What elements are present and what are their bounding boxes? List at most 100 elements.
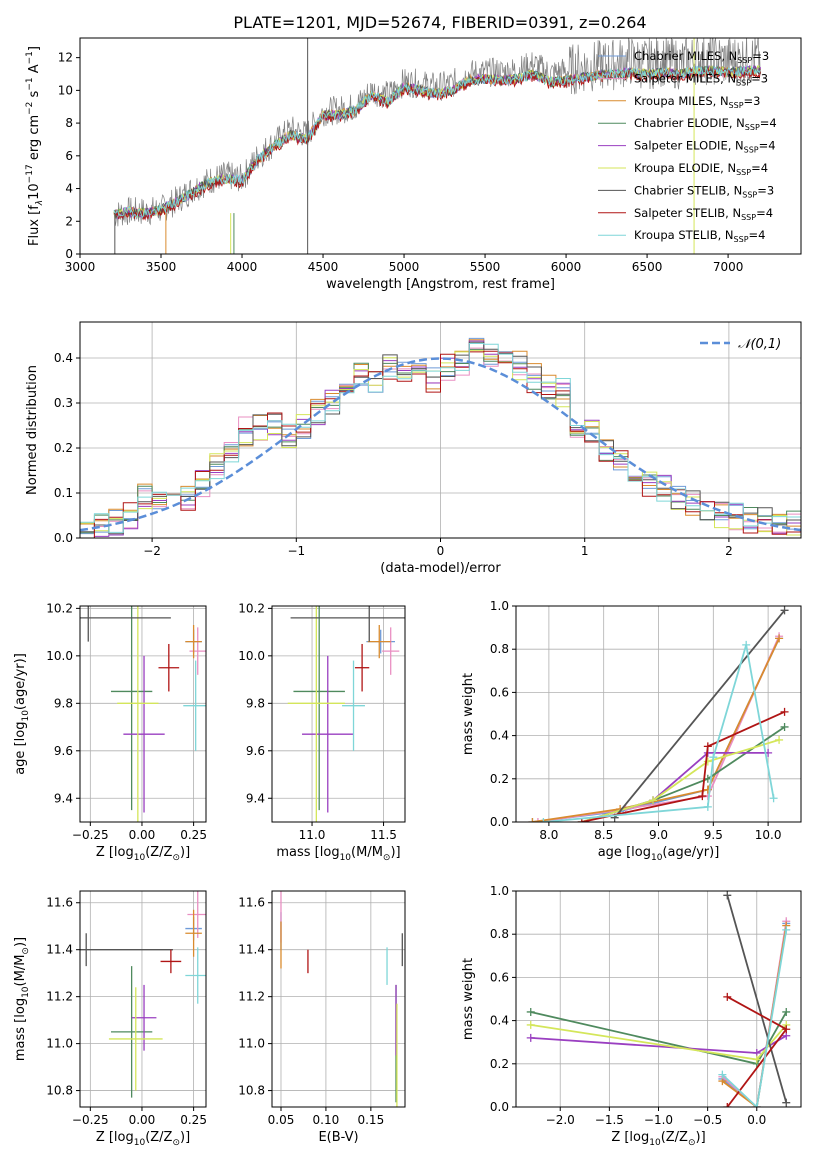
y-tick-label: 11.0 [46,1037,73,1051]
y-axis-label-part: s [27,90,42,101]
y-tick-label: 9.8 [54,696,73,710]
x-tick-label: 5500 [470,260,501,274]
y-axis-label: Flux [fλ10−17 erg cm−2 s−1 A−1] [25,46,45,246]
y-tick-label: 10.8 [46,1084,73,1098]
x-axis-label-part: ⊙ [383,853,391,863]
y-tick-label: 1.0 [490,599,509,613]
x-axis-label-part: Z [log [611,1130,649,1145]
y-axis-label-part: ⊙ [21,947,31,955]
y-tick-label: 0 [65,247,73,261]
legend-entry: Chabrier ELODIE, NSSP=4 [634,116,777,132]
y-tick-label: 0.0 [54,531,73,545]
y-axis-label-part: λ [35,200,45,206]
y-axis-label-part: 10 [27,183,42,200]
x-axis-label-part: 10 [649,1138,661,1148]
y-axis-label: mass weight [461,958,476,1040]
x-axis-label-part: Z [log [96,1130,134,1145]
x-tick-label: −2 [143,544,161,558]
y-tick-label: 10.0 [238,649,265,663]
y-tick-label: 11.2 [238,990,265,1004]
x-axis-label-part: Z [log [96,845,134,860]
y-tick-label: 0.4 [54,351,73,365]
x-tick-label: 0.25 [180,828,207,842]
x-tick-label: 9.5 [704,828,723,842]
legend-entry-part: SSP [736,78,751,87]
histogram-step-8 [80,350,801,538]
y-tick-label: 9.8 [246,696,265,710]
legend-entry-part: =3 [752,49,769,63]
x-tick-label: −1.5 [595,1113,624,1127]
y-axis-label-part: 10 [21,710,31,722]
weight-marker [528,818,537,822]
weight-line-3 [721,925,788,1107]
y-tick-label: 0.8 [490,642,509,656]
weight-marker [775,735,784,744]
weight-marker [752,1055,761,1064]
x-tick-label: 7000 [713,260,744,274]
x-tick-label: 4000 [227,260,258,274]
y-tick-label: 0.8 [490,927,509,941]
y-tick-label: 0.4 [490,729,509,743]
histogram-step-9 [80,343,801,533]
x-tick-label: −2.0 [546,1113,575,1127]
y-tick-label: 9.4 [54,791,73,805]
y-tick-label: 0.2 [490,1057,509,1071]
weight-marker [723,992,732,1001]
legend-entry-part: SSP [745,123,760,132]
plot-area [80,337,801,538]
x-tick-label: 0 [437,544,445,558]
y-tick-label: 0.3 [54,396,73,410]
legend-entry: Chabrier MILES, NSSP=3 [634,49,769,65]
axes-mass-vs-ebv: 0.05 0.10 0.15 10.8 11.0 11.2 11.4 11.6 E(B-V) [238,890,406,1145]
plot-area [80,606,206,822]
y-axis-label-part: erg cm [27,115,42,164]
x-axis-label: Z [log10(Z/Z⊙)] [611,1130,705,1148]
legend-entry-part: Chabrier MILES, N [634,49,737,63]
weight-marker [703,802,712,811]
x-tick-label: 3000 [65,260,96,274]
axes-frame [79,605,207,823]
x-tick-label: 0.15 [357,1113,384,1127]
weight-marker [742,640,751,649]
x-tick-label: 0.05 [268,1113,295,1127]
x-axis-label-part: 10 [134,853,146,863]
legend-entry-part: =3 [757,183,774,197]
plots: 3000 3500 4000 4500 5000 5500 6000 6500 7000 0 2 4 6… [13,37,802,1148]
x-axis-label: age [log10(age/yr)] [598,845,720,863]
legend-entry-part: SSP [742,190,757,199]
axes-weight-vs-Z: −2.0 −1.5 −1.0 −0.5 0.0 0.0 0.2 0.4 0.6 0.8 1.0 Z [… [461,884,802,1148]
x-tick-label: −0.25 [72,828,109,842]
axes-frame [271,890,406,1108]
legend-entry: Salpeter ELODIE, NSSP=4 [634,139,776,155]
legend-entry: Salpeter MILES, NSSP=3 [634,71,768,87]
y-tick-label: 0.0 [490,815,509,829]
x-tick-label: 8.0 [539,828,558,842]
y-axis-label-part: −1 [25,51,35,64]
legend-entry-part: =4 [749,228,766,242]
legend-entry-part: SSP [734,235,749,244]
y-tick-label: 11.0 [238,1037,265,1051]
weight-line-2 [721,921,788,1107]
weight-marker [780,707,789,716]
y-tick-label: 0.2 [490,772,509,786]
y-tick-label: 11.6 [46,896,73,910]
y-axis-label-part: (M/M [13,955,28,987]
plot-area [80,891,206,1098]
x-tick-label: −0.25 [72,1113,109,1127]
axes-frame [79,890,207,1108]
legend-entry: Kroupa MILES, NSSP=3 [634,94,760,110]
axes-age-vs-mass: 11.0 11.5 9.4 9.6 9.8 10.0 10.2 mass [log10(M/M… [238,601,406,863]
plot-area [280,891,403,1107]
x-axis-label: Z [log10(Z/Z⊙)] [96,845,190,863]
x-axis-label-part: )] [180,1130,190,1145]
legend-entry: 𝒩(0,1) [738,337,781,352]
x-tick-label: 1 [581,544,589,558]
legend-entry: Chabrier STELIB, NSSP=3 [634,183,774,199]
y-tick-label: 0.6 [490,685,509,699]
y-axis-label-part: )] [13,937,28,947]
y-axis-label: age [log10(age/yr)] [13,653,31,775]
y-axis-label-part: −2 [25,102,35,115]
y-tick-label: 11.2 [46,990,73,1004]
x-axis-label: (data-model)/error [380,561,501,576]
x-tick-label: 3500 [146,260,177,274]
